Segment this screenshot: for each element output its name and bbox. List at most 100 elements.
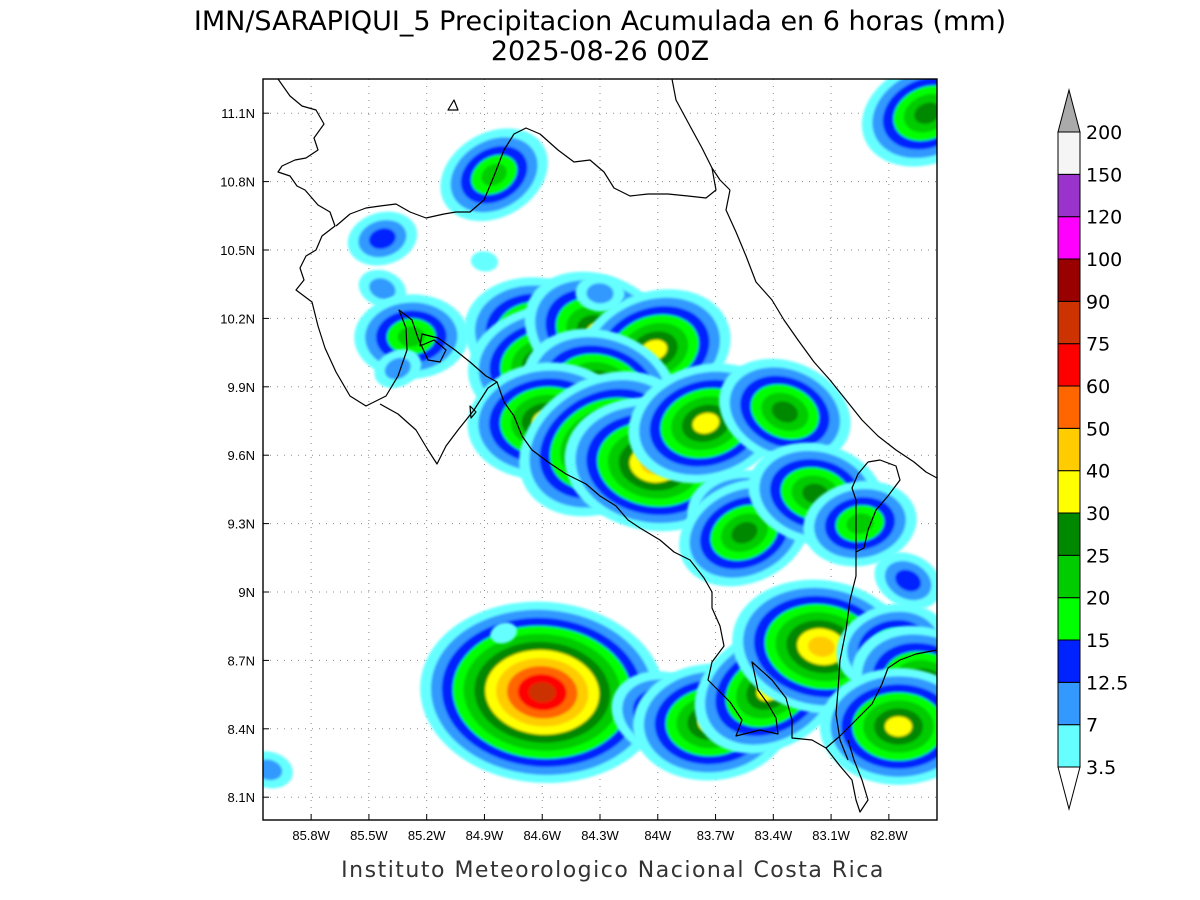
colorbar-segment: [1057, 470, 1081, 514]
colorbar-label: 120: [1086, 207, 1122, 229]
precip-contour: [692, 412, 720, 434]
colorbar-label: 25: [1086, 545, 1110, 567]
colorbar-segment: [1057, 173, 1081, 218]
precip-contour: [771, 401, 798, 423]
x-tick-label: 84W: [644, 828, 671, 843]
colorbar-label: 7: [1086, 715, 1098, 737]
nicaragua-pacific-coast: [277, 79, 498, 465]
coastlines-and-borders: [277, 79, 937, 813]
x-tick-label: 84.9W: [466, 828, 504, 843]
precip-contour: [528, 682, 556, 703]
panama-coast: [825, 649, 937, 749]
y-tick-label: 9.9N: [228, 380, 255, 395]
map-panel: 85.8W 85.5W 85.2W 84.9W 84.6W 84.3W 84W 83.7W 83…: [220, 78, 938, 843]
x-tick-label: 83.4W: [755, 828, 793, 843]
precip-contour: [490, 622, 517, 644]
precip-cell: [719, 358, 851, 466]
colorbar-segment: [1057, 597, 1081, 641]
y-tick-label: 10.2N: [220, 311, 255, 326]
credit-text: Instituto Meteorologico Nacional Costa R…: [341, 858, 885, 883]
precip-contour: [807, 636, 835, 657]
precip-cell: [347, 211, 418, 266]
costa-rica-panama-border: [851, 459, 901, 553]
y-tick-label: 10.8N: [220, 175, 255, 190]
x-tick-label: 85.5W: [350, 828, 388, 843]
precip-cell: [470, 251, 498, 272]
colorbar-segment: [1057, 512, 1081, 556]
precip-contour: [846, 513, 874, 534]
y-tick-label: 10.5N: [220, 243, 255, 258]
colorbar-upper-arrow: [1057, 88, 1081, 133]
y-tick-label: 11.1N: [221, 106, 255, 121]
colorbar-lower-arrow: [1057, 766, 1081, 811]
precip-cell: [874, 552, 937, 609]
x-tick-label: 83.1W: [812, 828, 850, 843]
island-1: [447, 99, 459, 111]
y-tick-label: 8.4N: [228, 722, 255, 737]
y-tick-label: 9.3N: [228, 517, 255, 532]
colorbar-label: 60: [1086, 376, 1110, 398]
caribbean-coast: [671, 79, 937, 479]
colorbar-segment: [1057, 639, 1081, 683]
map-title: IMN/SARAPIQUI_5 Precipitacion Acumulada …: [194, 6, 1006, 37]
x-tick-label: 84.3W: [581, 828, 619, 843]
precip-contour: [263, 759, 283, 781]
precip-contour: [731, 522, 758, 544]
precip-cell: [490, 622, 517, 644]
colorbar-segment: [1057, 554, 1081, 599]
x-tick-label: 83.7W: [697, 828, 735, 843]
colorbar-label: 100: [1086, 249, 1122, 271]
colorbar-segment: [1057, 343, 1081, 387]
colorbar-label: 15: [1086, 630, 1110, 652]
precip-contour: [586, 283, 614, 304]
colorbar-segment: [1057, 427, 1081, 472]
y-tick-label: 9.6N: [228, 448, 255, 463]
colorbar-label: 50: [1086, 418, 1110, 440]
burica-border: [835, 552, 857, 761]
x-tick-label: 84.6W: [523, 828, 561, 843]
nicoya-gulf-coast: [496, 381, 869, 813]
colorbar-segment: [1057, 724, 1081, 768]
colorbar-segment: [1057, 300, 1081, 345]
precip-cell: [861, 79, 937, 167]
precip-contour: [470, 251, 498, 272]
y-tick-label: 9N: [238, 585, 255, 600]
precipitation-field: [263, 79, 937, 789]
y-tick-label: 8.7N: [228, 653, 255, 668]
island-2: [469, 405, 477, 419]
colorbar-label: 200: [1086, 122, 1122, 144]
precip-contour: [914, 102, 937, 124]
colorbar-segment: [1057, 216, 1081, 260]
x-tick-label: 85.8W: [292, 828, 330, 843]
precip-contour: [895, 569, 922, 592]
precip-cell: [803, 480, 917, 567]
precip-cell: [575, 275, 625, 312]
precip-cell: [420, 601, 665, 784]
colorbar-label: 75: [1086, 334, 1110, 356]
colorbar-segment: [1057, 385, 1081, 429]
colorbar-segment: [1057, 131, 1081, 175]
colorbar-label: 40: [1086, 461, 1110, 483]
nicaragua-costa-rica-border: [335, 127, 731, 227]
precip-cell: [819, 668, 937, 785]
precip-cell: [263, 751, 293, 789]
precip-contour: [384, 357, 411, 380]
longitude-axis: 85.8W 85.5W 85.2W 84.9W 84.6W 84.3W 84W 83.7W 83…: [292, 814, 908, 843]
colorbar-label: 20: [1086, 588, 1110, 610]
precip-cell: [354, 294, 469, 379]
precip-contour: [884, 716, 913, 737]
colorbar-label: 12.5: [1086, 672, 1128, 694]
map-datetime: 2025-08-26 00Z: [491, 36, 709, 67]
latitude-axis: 8.1N 8.4N 8.7N 9N 9.3N 9.6N 9.9N 10.2N 10.5N 10.8…: [220, 106, 269, 805]
colorbar-label: 90: [1086, 291, 1110, 313]
precip-contour: [397, 326, 425, 347]
precip-contour: [369, 278, 396, 300]
colorbar-label: 3.5: [1086, 757, 1116, 779]
x-tick-label: 85.2W: [408, 828, 446, 843]
precip-cell: [374, 349, 422, 388]
colorbar-segment: [1057, 258, 1081, 302]
colorbar-label: 150: [1086, 164, 1122, 186]
y-tick-label: 8.1N: [228, 790, 255, 805]
colorbar-segment: [1057, 681, 1081, 726]
